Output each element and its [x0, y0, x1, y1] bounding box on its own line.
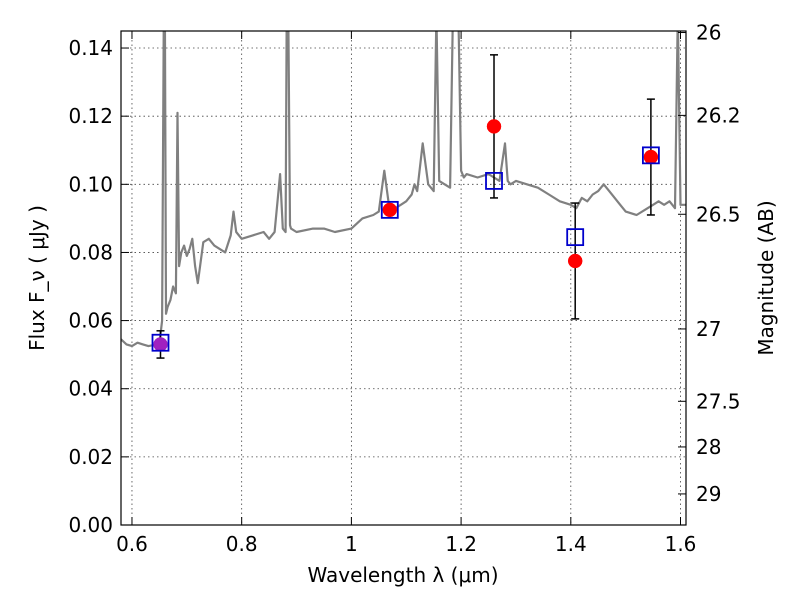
spectrum-layer: [121, 31, 686, 348]
y2-tick-label: 26.5: [696, 202, 741, 226]
observed-point: [567, 253, 583, 269]
y-tick-label: 0.08: [68, 240, 113, 264]
y-tick-label: 0.00: [68, 513, 113, 537]
model-point: [151, 333, 170, 352]
y2-tick-label: 27: [696, 317, 721, 341]
x-tick-label: 1: [345, 532, 358, 556]
model-point: [566, 228, 585, 247]
y-tick-label: 0.06: [68, 309, 113, 333]
points-layer: [151, 54, 660, 359]
y2-tick-label: 26: [696, 21, 721, 45]
y2-tick-label: 29: [696, 482, 721, 506]
model-point: [641, 146, 660, 165]
model-point: [485, 172, 503, 190]
grid: [121, 31, 686, 526]
x-tick-label: 0.6: [116, 532, 148, 556]
plot-frame: [120, 30, 687, 526]
spectrum-line: [121, 31, 686, 348]
x-tick-label: 1.4: [555, 532, 587, 556]
observed-point: [486, 119, 502, 134]
x-tick-label: 1.6: [665, 532, 697, 556]
x-tick-label: 1.2: [445, 532, 477, 556]
x-tick-label: 0.8: [226, 532, 258, 556]
y-tick-label: 0.04: [68, 377, 113, 401]
y-tick-label: 0.14: [68, 36, 113, 60]
y2-axis-label: Magnitude (AB): [754, 200, 778, 355]
observed-point: [153, 337, 168, 352]
y-tick-label: 0.02: [68, 445, 113, 469]
y2-tick-label: 28: [696, 435, 721, 459]
y2-tick-label: 27.5: [696, 389, 741, 413]
x-axis-label: Wavelength λ (μm): [307, 563, 498, 587]
observed-point: [643, 149, 659, 165]
y-tick-label: 0.12: [68, 104, 113, 128]
ticks-layer: 0.6 0.8 1 1.2 1.4 1.6 0.00 0.02 0.04 0.06 0.08 0.10…: [68, 21, 740, 556]
y2-tick-label: 26.2: [696, 103, 741, 127]
y-tick-label: 0.10: [68, 172, 113, 196]
observed-point: [382, 202, 398, 218]
model-point: [380, 200, 399, 219]
y-axis-label: Flux F_ν ( μJy ): [25, 205, 49, 351]
